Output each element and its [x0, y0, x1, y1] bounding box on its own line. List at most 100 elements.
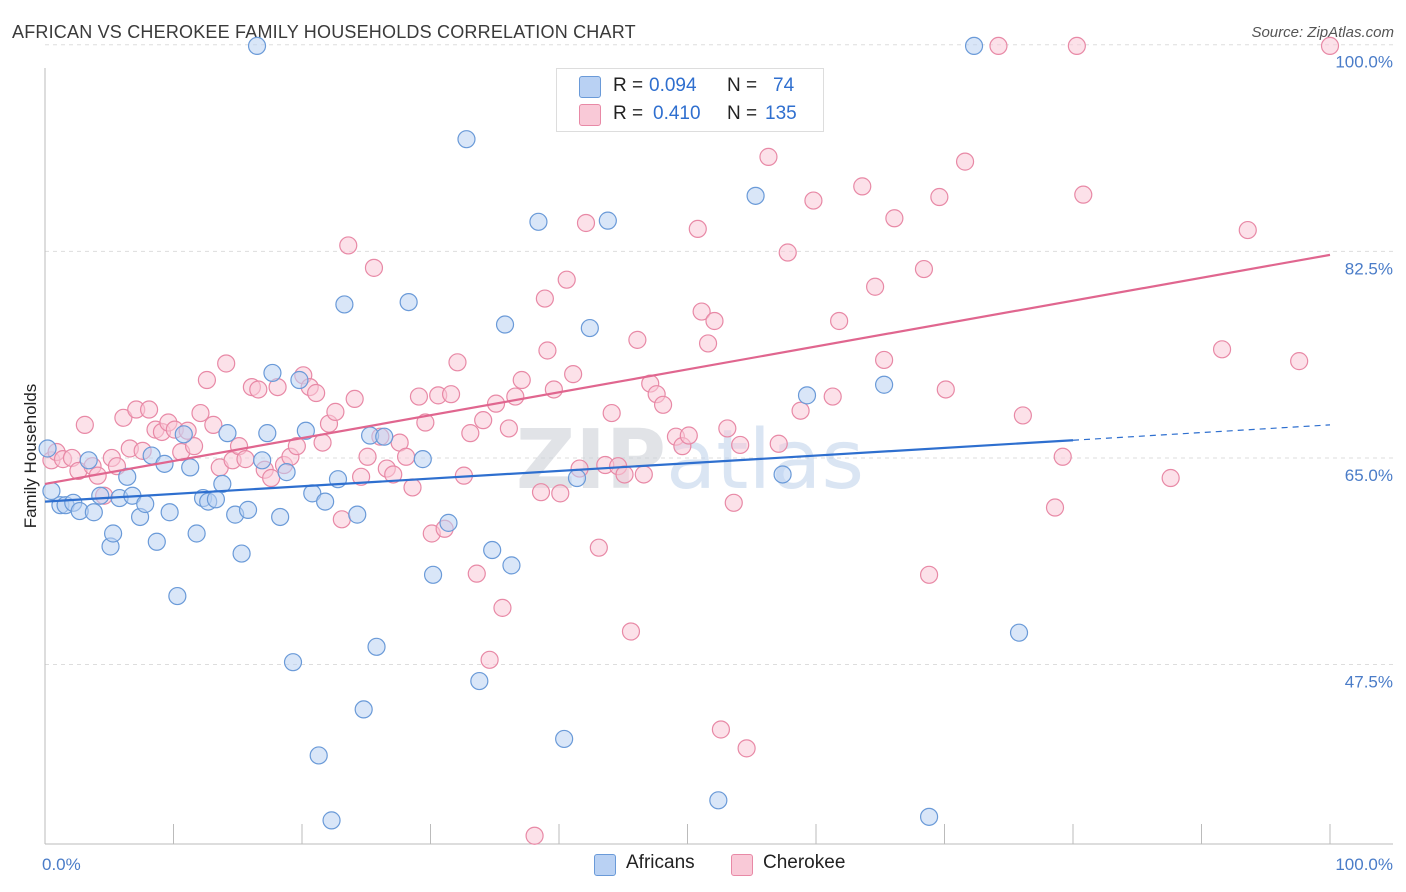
- cherokee-point-74: [525, 826, 544, 845]
- cherokee-point-115: [853, 177, 872, 196]
- africans-point-10: [104, 524, 123, 543]
- legend-n-label: N =: [727, 75, 758, 96]
- africans-point-20: [168, 586, 187, 606]
- africans-point-55: [439, 513, 458, 532]
- cherokee-point-107: [737, 739, 756, 758]
- africans-point-70: [875, 375, 894, 394]
- cherokee-point-101: [698, 334, 718, 353]
- africans-point-60: [502, 556, 521, 575]
- cherokee-point-113: [823, 387, 842, 406]
- africans-point-44: [322, 811, 341, 830]
- africans-point-26: [206, 490, 226, 509]
- africans-point-62: [555, 729, 574, 749]
- africans-point-50: [367, 637, 386, 656]
- cherokee-point-118: [885, 209, 904, 228]
- cherokee-point-78: [544, 380, 563, 399]
- africans-point-30: [232, 544, 251, 563]
- cherokee-point-134: [1320, 36, 1340, 56]
- y-tick-label-0: 47.5%: [1345, 673, 1393, 692]
- cherokee-point-129: [1074, 185, 1093, 204]
- africans-point-71: [919, 807, 939, 826]
- legend-n-label: N =: [727, 103, 758, 124]
- africans-point-17: [147, 532, 166, 551]
- legend-r-value: 0.094: [649, 75, 697, 96]
- africans-legend-label: Africans: [626, 852, 695, 873]
- cherokee-point-133: [1290, 352, 1309, 371]
- cherokee-point-38: [287, 437, 306, 456]
- cherokee-point-116: [866, 277, 885, 296]
- cherokee-point-99: [688, 219, 707, 238]
- africans-point-34: [258, 424, 277, 443]
- cherokee-point-55: [396, 447, 416, 466]
- africans-point-19: [160, 503, 179, 522]
- africans-point-27: [213, 474, 232, 494]
- cherokee-point-79: [551, 484, 570, 503]
- cherokee-point-66: [467, 564, 486, 583]
- cherokee-point-53: [384, 465, 403, 484]
- africans-point-22: [181, 458, 200, 477]
- cherokee-point-98: [679, 426, 698, 445]
- gridlines: [45, 44, 1393, 666]
- cherokee-point-67: [474, 411, 493, 430]
- cherokee-point-104: [718, 419, 737, 438]
- cherokee-point-32: [249, 380, 268, 399]
- zipatlas-watermark: ZIPatlas: [516, 413, 864, 508]
- cherokee-point-108: [759, 147, 778, 166]
- x-tick-label-min: 0.0%: [42, 855, 81, 874]
- cherokee-point-22: [184, 437, 204, 456]
- africans-point-69: [797, 386, 817, 405]
- africans-point-39: [290, 370, 309, 390]
- cherokee-point-71: [499, 419, 518, 438]
- africans-point-42: [309, 746, 328, 765]
- cherokee-point-112: [804, 191, 823, 210]
- cherokee-point-128: [1067, 36, 1086, 56]
- cherokee-point-48: [352, 467, 371, 486]
- cherokee-point-72: [506, 387, 525, 406]
- africans-point-58: [483, 540, 502, 560]
- cherokee-point-122: [936, 380, 955, 399]
- cherokee-point-102: [705, 311, 724, 331]
- cherokee-point-56: [403, 478, 422, 497]
- cherokee-point-124: [989, 36, 1008, 56]
- africans-point-66: [709, 791, 728, 810]
- cherokee-point-25: [204, 415, 223, 434]
- africans-point-31: [238, 500, 258, 519]
- cherokee-point-49: [358, 447, 377, 466]
- cherokee-point-70: [493, 598, 512, 617]
- cherokee-point-47: [345, 389, 364, 409]
- cherokee-point-73: [512, 370, 531, 390]
- y-tick-labels: 47.5% 65.0% 82.5% 100.0%: [1335, 53, 1393, 692]
- cherokee-point-109: [769, 434, 788, 453]
- y-axis-title: Family Households: [21, 384, 40, 529]
- cherokee-point-84: [589, 538, 608, 557]
- africans-point-43: [316, 492, 335, 511]
- legend-n-value: 74: [773, 75, 795, 96]
- africans-point-57: [470, 671, 489, 691]
- cherokee-point-131: [1212, 340, 1232, 359]
- africans-point-40: [296, 421, 315, 440]
- africans-point-8: [91, 486, 110, 505]
- cherokee-points: [42, 36, 1340, 845]
- cherokee-point-34: [262, 468, 281, 488]
- y-tick-label-3: 100.0%: [1335, 53, 1393, 72]
- cherokee-point-132: [1238, 220, 1257, 240]
- africans-point-56: [457, 130, 476, 149]
- africans-swatch: [579, 76, 601, 98]
- africans-point-21: [174, 425, 193, 444]
- y-tick-label-1: 65.0%: [1345, 466, 1393, 485]
- cherokee-point-81: [564, 365, 583, 384]
- cherokee-point-103: [711, 720, 731, 739]
- africans-point-38: [283, 653, 303, 672]
- cherokee-point-125: [1013, 406, 1032, 425]
- legend-n-value: 135: [765, 103, 797, 124]
- cherokee-point-63: [448, 353, 467, 372]
- cherokee-point-41: [307, 383, 326, 403]
- africans-point-73: [1009, 623, 1029, 642]
- cherokee-point-119: [914, 259, 934, 279]
- africans-point-32: [247, 36, 267, 56]
- cherokee-point-106: [731, 435, 750, 455]
- africans-trend-line: [44, 439, 1074, 503]
- cherokee-point-89: [621, 622, 641, 641]
- stats-legend: R = 0.094 N = 74 R = 0.410 N = 135: [556, 68, 824, 132]
